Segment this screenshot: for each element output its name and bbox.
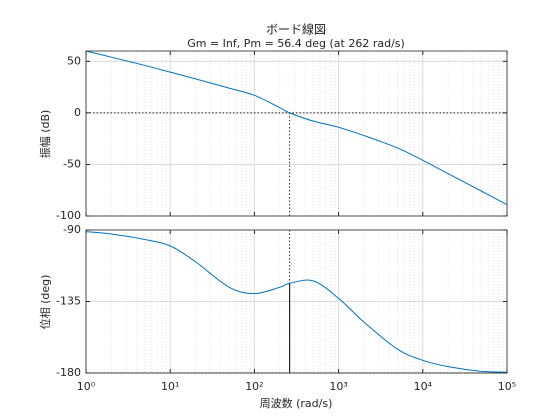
y-tick-label: -90	[63, 223, 81, 236]
x-axis-label: 周波数 (rad/s)	[260, 397, 333, 410]
y-axis-label: 振幅 (dB)	[38, 110, 52, 159]
y-tick-label: -100	[56, 209, 81, 222]
y-tick-label: -180	[56, 366, 81, 379]
x-tick-label: 10⁵	[498, 380, 516, 393]
chart-title: ボード線図	[266, 22, 326, 37]
x-tick-label: 10⁴	[414, 380, 433, 393]
series-line	[85, 231, 508, 373]
x-tick-label: 10³	[329, 380, 347, 393]
y-tick-label: 0	[74, 106, 81, 119]
axes-box	[85, 50, 508, 217]
y-tick-label: -135	[56, 295, 81, 308]
y-tick-label: 50	[67, 54, 81, 67]
x-tick-label: 10¹	[161, 380, 179, 393]
x-tick-label: 10²	[245, 380, 263, 393]
chart-subtitle: Gm = Inf, Pm = 56.4 deg (at 262 rad/s)	[187, 37, 405, 50]
x-tick-label: 10⁰	[77, 380, 96, 393]
y-tick-label: -50	[63, 157, 81, 170]
series-line	[85, 50, 508, 206]
y-axis-label: 位相 (deg)	[38, 275, 52, 330]
axes-box	[85, 229, 508, 374]
